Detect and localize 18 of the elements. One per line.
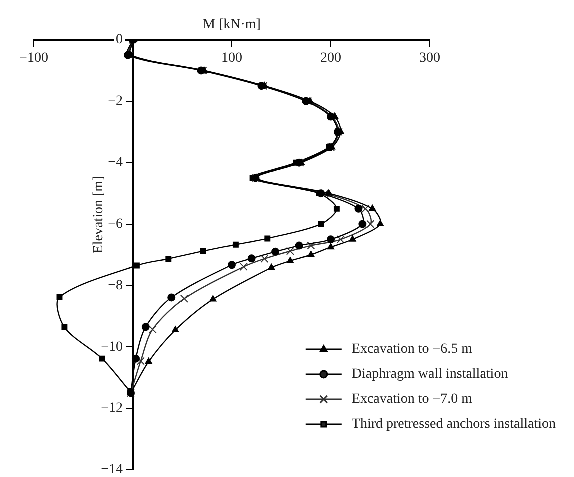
y-tick-label: −14 (101, 462, 123, 477)
y-tick-label: −10 (101, 340, 123, 355)
x-tick-label: −100 (20, 51, 48, 66)
legend-label: Diaphragm wall installation (352, 367, 508, 382)
y-tick-label: −2 (108, 94, 123, 110)
y-tick-label: −4 (108, 156, 123, 171)
legend-label: Third pretressed anchors installation (352, 417, 556, 432)
y-axis-title: Elevation [m] (92, 176, 107, 254)
legend-label: Excavation to −6.5 m (352, 342, 473, 358)
legend-label: Excavation to −7.0 m (352, 392, 473, 408)
y-tick-label: −6 (108, 216, 123, 232)
y-tick-label: 0 (116, 32, 123, 48)
x-tick-label: 200 (320, 51, 342, 66)
x-tick-label: 300 (420, 51, 440, 66)
x-axis-title: M [kN·m] (203, 18, 261, 33)
y-tick-label: −8 (108, 278, 123, 294)
y-tick-label: −12 (101, 401, 123, 416)
x-tick-label: 100 (222, 51, 242, 66)
